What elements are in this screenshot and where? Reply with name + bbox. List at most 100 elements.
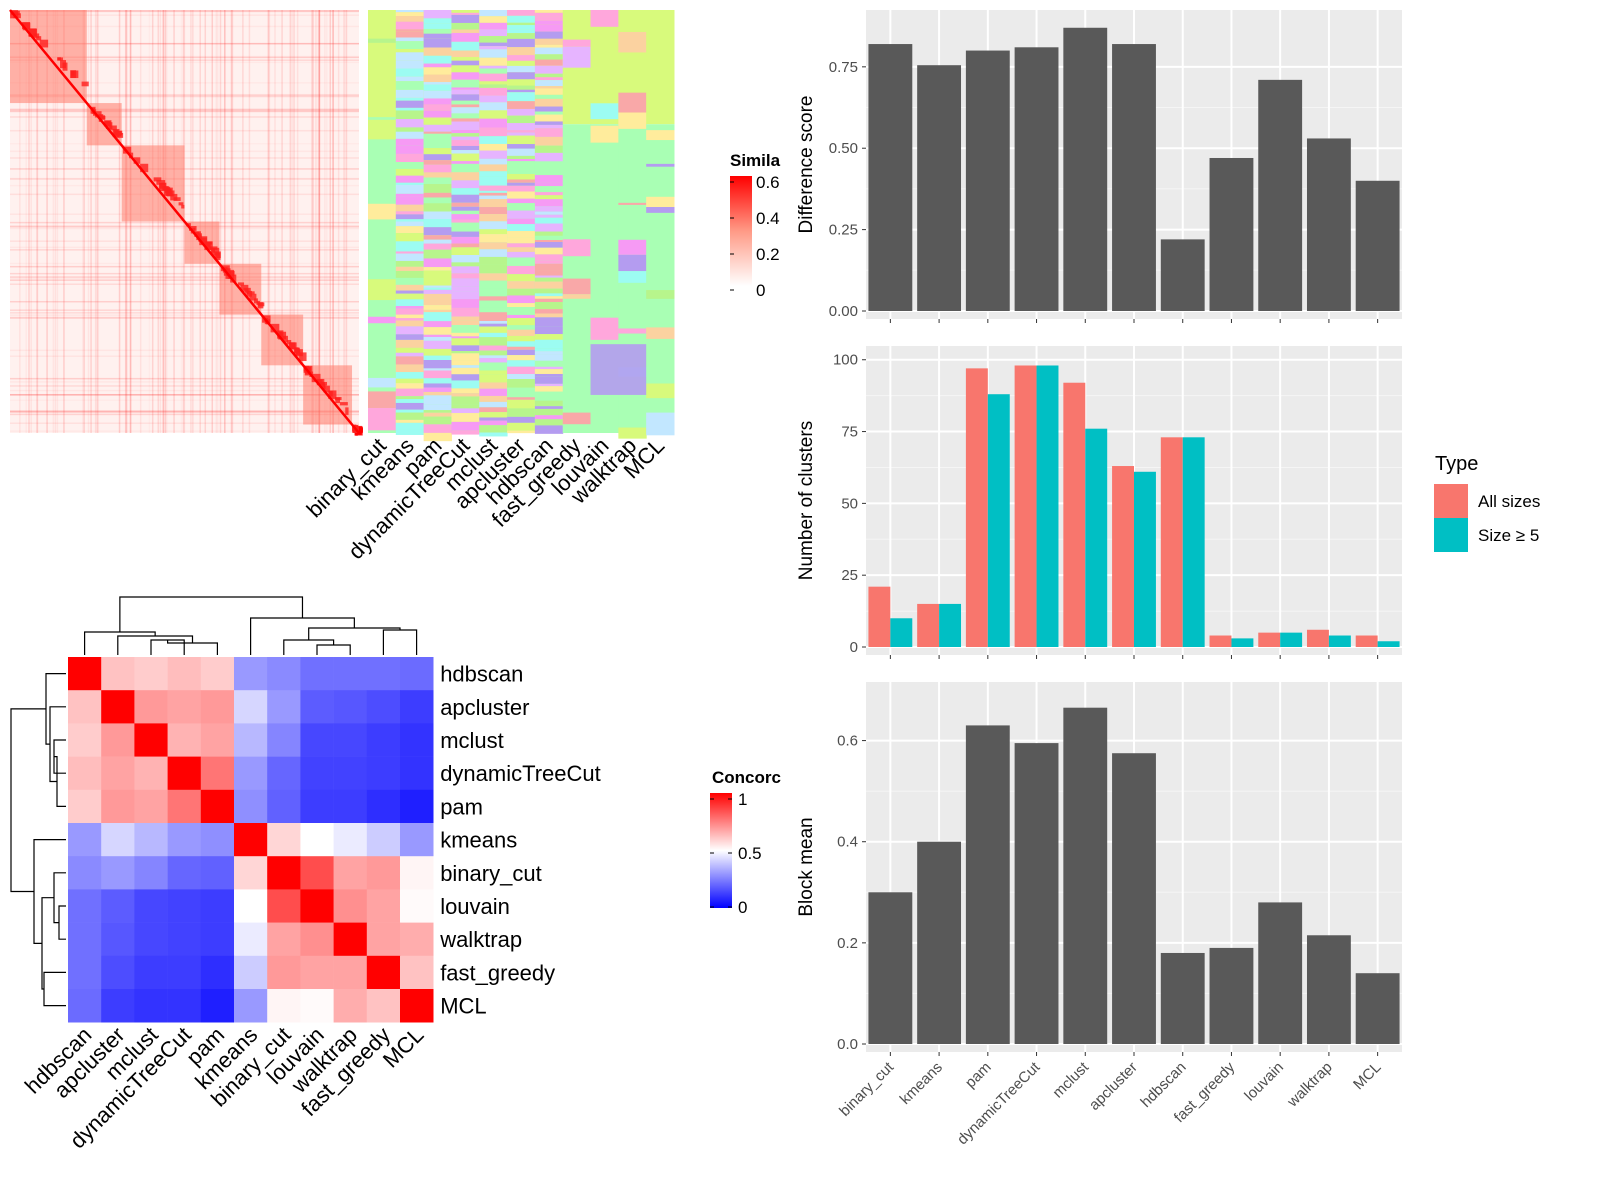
concordance-cell xyxy=(400,657,434,691)
concordance-cell xyxy=(234,789,268,824)
membership-segment xyxy=(451,316,480,321)
membership-segment xyxy=(479,16,508,23)
similarity-diagonal-cell xyxy=(205,242,211,248)
membership-segment xyxy=(423,98,452,105)
membership-segment xyxy=(395,320,425,327)
membership-segment xyxy=(395,318,425,321)
membership-segment xyxy=(451,286,480,292)
membership-segment xyxy=(395,153,425,159)
membership-segment xyxy=(423,131,452,134)
membership-segment xyxy=(395,378,425,384)
membership-segment xyxy=(423,74,452,83)
membership-segment xyxy=(507,79,536,86)
membership-segment xyxy=(395,100,425,108)
membership-segment xyxy=(646,10,675,125)
similarity-diagonal-cell xyxy=(339,402,348,406)
concordance-cell xyxy=(167,856,202,890)
membership-segment xyxy=(534,366,564,370)
membership-segment xyxy=(479,320,508,324)
similarity-stripe xyxy=(10,10,87,433)
similarity-noise-col xyxy=(46,10,48,433)
membership-segment xyxy=(451,353,480,361)
membership-segment xyxy=(646,327,675,339)
membership-segment xyxy=(479,417,508,421)
membership-segment xyxy=(395,372,425,379)
dendrogram-branch xyxy=(33,839,66,944)
membership-segment xyxy=(395,119,425,128)
concordance-cell xyxy=(134,856,168,890)
similarity-noise-row xyxy=(10,312,359,314)
membership-segment xyxy=(423,368,452,371)
membership-segment xyxy=(507,349,536,356)
similarity-noise-row xyxy=(10,394,359,396)
concordance-cell xyxy=(234,756,268,791)
membership-segment xyxy=(423,23,452,29)
membership-segment xyxy=(395,162,425,169)
membership-segment xyxy=(507,159,536,162)
membership-segment xyxy=(479,273,508,281)
membership-segment xyxy=(423,258,452,268)
membership-segment xyxy=(507,144,536,149)
membership-segment xyxy=(534,88,564,95)
y-tick-label: 75 xyxy=(841,424,858,441)
membership-segment xyxy=(479,185,508,189)
membership-segment xyxy=(423,287,452,290)
membership-segment xyxy=(507,203,536,211)
membership-segment xyxy=(395,184,425,194)
membership-segment xyxy=(395,21,425,30)
membership-segment xyxy=(507,179,536,183)
membership-segment xyxy=(451,104,480,108)
concordance-cell xyxy=(68,657,102,691)
concordance-row-label: louvain xyxy=(440,894,510,919)
similarity-diagonal-cell xyxy=(335,397,341,404)
y-tick-label: 0.2 xyxy=(837,935,858,952)
similarity-noise-row xyxy=(10,389,359,392)
block-mean-chart: 0.0 0.2 0.4 0.6 Block mean xyxy=(796,682,1402,1056)
membership-segment xyxy=(618,112,647,129)
membership-segment xyxy=(534,94,564,99)
membership-segment xyxy=(534,111,564,115)
membership-segment xyxy=(451,338,480,346)
membership-segment xyxy=(451,222,480,232)
membership-segment xyxy=(395,221,425,227)
membership-segment xyxy=(534,263,564,271)
membership-segment xyxy=(507,408,536,417)
bar-size-ge-5 xyxy=(1182,437,1205,647)
concordance-cell xyxy=(400,856,434,890)
membership-segment xyxy=(479,143,508,151)
bar-all-sizes xyxy=(1258,632,1281,647)
membership-segment xyxy=(451,380,480,389)
membership-segment xyxy=(479,280,508,289)
cluster-membership-matrix: binary_cutkmeanspamdynamicTreeCutmclusta… xyxy=(302,10,675,564)
membership-segment xyxy=(534,242,564,248)
membership-segment xyxy=(395,214,425,220)
similarity-diagonal-cell xyxy=(311,373,321,383)
similarity-diagonal-cell xyxy=(323,385,330,393)
membership-segment xyxy=(534,128,564,137)
concordance-cell xyxy=(234,657,268,691)
membership-segment xyxy=(507,60,536,66)
membership-segment xyxy=(479,57,508,66)
bar-size-ge-5 xyxy=(1085,428,1108,647)
membership-segment xyxy=(534,214,564,218)
membership-segment xyxy=(451,133,480,137)
membership-segment xyxy=(534,231,564,236)
membership-segment xyxy=(479,401,508,408)
concordance-cell xyxy=(300,789,334,824)
membership-segment xyxy=(534,186,564,193)
similarity-diagonal-cell xyxy=(99,115,106,120)
membership-segment xyxy=(507,185,536,192)
similarity-color-bar xyxy=(730,176,752,286)
membership-segment xyxy=(534,12,564,17)
membership-segment xyxy=(534,239,564,243)
x-tick-label: kmeans xyxy=(897,1059,946,1108)
bar-size-ge-5 xyxy=(890,618,913,647)
membership-segment xyxy=(534,136,564,146)
membership-segment xyxy=(534,277,564,282)
membership-segment xyxy=(534,206,564,212)
concordance-cell xyxy=(134,789,168,824)
similarity-stripe xyxy=(352,10,359,433)
similarity-diagonal-cell xyxy=(199,236,208,246)
membership-segment xyxy=(423,63,452,68)
dendrogram-branch xyxy=(49,706,66,783)
